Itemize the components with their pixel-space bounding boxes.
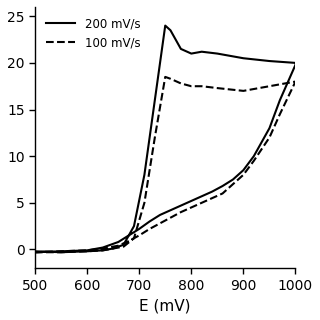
200 mV/s: [153, 98, 157, 102]
100 mV/s: [268, 136, 271, 140]
100 mV/s: [116, 244, 120, 248]
100 mV/s: [127, 239, 131, 243]
200 mV/s: [122, 243, 125, 247]
200 mV/s: [268, 126, 271, 130]
200 mV/s: [33, 249, 37, 253]
100 mV/s: [189, 84, 193, 88]
200 mV/s: [169, 28, 172, 32]
200 mV/s: [132, 224, 136, 228]
100 mV/s: [33, 250, 37, 254]
100 mV/s: [278, 112, 282, 116]
200 mV/s: [231, 178, 235, 181]
100 mV/s: [59, 249, 63, 253]
200 mV/s: [101, 248, 105, 252]
200 mV/s: [293, 63, 297, 67]
100 mV/s: [158, 221, 162, 225]
Line: 200 mV/s: 200 mV/s: [35, 26, 295, 252]
Legend: 200 mV/s, 100 mV/s: 200 mV/s, 100 mV/s: [41, 13, 145, 54]
100 mV/s: [169, 216, 172, 220]
200 mV/s: [210, 190, 214, 194]
100 mV/s: [85, 248, 89, 252]
200 mV/s: [148, 220, 152, 223]
200 mV/s: [137, 227, 141, 231]
100 mV/s: [215, 86, 219, 90]
200 mV/s: [127, 234, 131, 237]
100 mV/s: [101, 248, 105, 252]
100 mV/s: [122, 245, 125, 249]
200 mV/s: [278, 98, 282, 102]
200 mV/s: [200, 194, 204, 198]
100 mV/s: [210, 196, 214, 200]
100 mV/s: [132, 236, 136, 240]
200 mV/s: [189, 199, 193, 203]
100 mV/s: [200, 84, 204, 88]
200 mV/s: [158, 213, 162, 217]
100 mV/s: [220, 192, 224, 196]
200 mV/s: [179, 47, 183, 51]
200 mV/s: [252, 154, 256, 158]
200 mV/s: [85, 248, 89, 252]
200 mV/s: [268, 59, 271, 63]
200 mV/s: [200, 50, 204, 54]
100 mV/s: [85, 249, 89, 253]
200 mV/s: [215, 52, 219, 55]
100 mV/s: [268, 84, 271, 88]
200 mV/s: [111, 247, 115, 251]
200 mV/s: [220, 184, 224, 188]
100 mV/s: [252, 159, 256, 163]
200 mV/s: [293, 61, 297, 65]
Line: 100 mV/s: 100 mV/s: [35, 77, 295, 252]
200 mV/s: [85, 249, 89, 253]
200 mV/s: [116, 240, 120, 244]
100 mV/s: [231, 182, 235, 186]
200 mV/s: [59, 250, 63, 254]
200 mV/s: [189, 52, 193, 55]
200 mV/s: [179, 204, 183, 207]
100 mV/s: [111, 247, 115, 251]
100 mV/s: [142, 201, 146, 205]
200 mV/s: [169, 208, 172, 212]
200 mV/s: [242, 168, 245, 172]
100 mV/s: [179, 210, 183, 214]
X-axis label: E (mV): E (mV): [140, 298, 191, 313]
100 mV/s: [33, 250, 37, 254]
200 mV/s: [101, 246, 105, 250]
100 mV/s: [293, 80, 297, 84]
100 mV/s: [293, 80, 297, 84]
100 mV/s: [101, 247, 105, 251]
100 mV/s: [169, 77, 172, 81]
100 mV/s: [153, 136, 157, 140]
200 mV/s: [59, 249, 63, 253]
100 mV/s: [148, 227, 152, 231]
100 mV/s: [179, 82, 183, 85]
200 mV/s: [242, 56, 245, 60]
200 mV/s: [142, 173, 146, 177]
100 mV/s: [242, 173, 245, 177]
100 mV/s: [189, 205, 193, 209]
200 mV/s: [33, 250, 37, 254]
100 mV/s: [200, 201, 204, 205]
200 mV/s: [163, 24, 167, 28]
100 mV/s: [59, 250, 63, 254]
100 mV/s: [242, 89, 245, 93]
100 mV/s: [137, 234, 141, 237]
100 mV/s: [163, 75, 167, 79]
